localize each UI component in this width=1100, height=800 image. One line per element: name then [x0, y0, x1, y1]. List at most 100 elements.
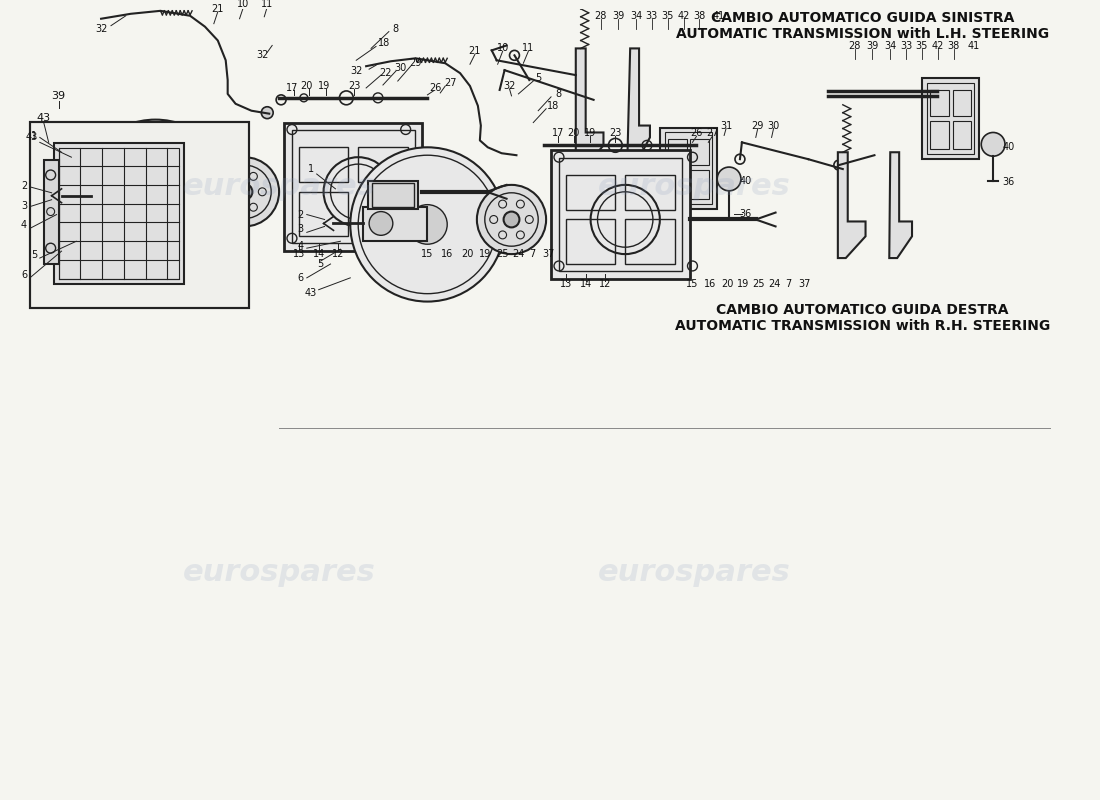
Polygon shape: [575, 49, 604, 169]
Bar: [30, 122, 250, 307]
Text: 23: 23: [609, 129, 622, 138]
Bar: [372, 183, 414, 206]
Bar: [660, 127, 717, 209]
Text: 21: 21: [211, 4, 224, 14]
Text: 43: 43: [305, 288, 317, 298]
Circle shape: [981, 133, 1005, 156]
Circle shape: [408, 205, 448, 244]
Text: 6: 6: [21, 270, 28, 280]
Text: 5: 5: [535, 73, 541, 83]
Text: 2: 2: [21, 181, 28, 191]
Bar: [668, 170, 686, 198]
Bar: [58, 270, 76, 278]
Text: 17: 17: [552, 129, 564, 138]
Text: 15: 15: [686, 278, 698, 289]
Text: 19: 19: [478, 249, 491, 259]
Text: 12: 12: [332, 249, 344, 259]
Text: 29: 29: [751, 121, 763, 130]
Text: 5: 5: [31, 250, 37, 260]
Bar: [284, 122, 422, 251]
Bar: [927, 83, 975, 154]
Text: 22: 22: [379, 68, 393, 78]
Text: 37: 37: [542, 249, 554, 259]
Text: 31: 31: [720, 121, 733, 130]
Text: 40: 40: [740, 176, 752, 186]
Text: eurospares: eurospares: [598, 172, 791, 202]
Text: 18: 18: [377, 38, 390, 49]
Bar: [668, 139, 686, 165]
Text: 30: 30: [768, 121, 780, 130]
Text: 34: 34: [630, 10, 642, 21]
Text: 20: 20: [300, 81, 313, 91]
Text: 16: 16: [704, 278, 716, 289]
Text: 15: 15: [421, 249, 433, 259]
Text: 19: 19: [583, 129, 596, 138]
Text: 20: 20: [461, 249, 473, 259]
Text: 1: 1: [31, 131, 37, 142]
Bar: [91, 179, 155, 214]
Polygon shape: [838, 152, 866, 258]
Text: 27: 27: [444, 78, 456, 88]
Text: 32: 32: [350, 66, 362, 76]
Text: 43: 43: [36, 113, 51, 122]
Circle shape: [210, 157, 279, 226]
Text: 28: 28: [594, 10, 607, 21]
Bar: [930, 90, 948, 116]
Text: 21: 21: [469, 46, 481, 56]
Text: 39: 39: [52, 91, 66, 101]
Text: 11: 11: [261, 0, 274, 9]
Text: 38: 38: [693, 10, 705, 21]
Text: 39: 39: [867, 42, 879, 51]
Text: 41: 41: [967, 42, 979, 51]
Bar: [691, 139, 710, 165]
Bar: [565, 219, 615, 264]
Text: 19: 19: [318, 81, 330, 91]
Bar: [691, 170, 710, 198]
Text: 12: 12: [600, 278, 612, 289]
Bar: [368, 181, 418, 209]
Text: 4: 4: [21, 221, 28, 230]
Bar: [953, 90, 971, 116]
Text: 42: 42: [678, 10, 690, 21]
Circle shape: [135, 177, 175, 217]
Text: 3: 3: [21, 201, 28, 210]
Text: 6: 6: [298, 273, 304, 283]
Text: 33: 33: [900, 42, 912, 51]
Bar: [664, 133, 713, 204]
Bar: [359, 147, 408, 182]
Text: 34: 34: [884, 42, 896, 51]
Text: 7: 7: [785, 278, 792, 289]
Circle shape: [717, 167, 741, 191]
Text: 32: 32: [256, 50, 268, 60]
Text: 11: 11: [522, 43, 535, 54]
Text: 35: 35: [915, 42, 928, 51]
Text: 14: 14: [312, 249, 324, 259]
Bar: [299, 147, 349, 182]
Text: 42: 42: [932, 42, 944, 51]
Text: 39: 39: [613, 10, 625, 21]
Circle shape: [477, 185, 546, 254]
Text: eurospares: eurospares: [598, 558, 791, 587]
Text: CAMBIO AUTOMATICO GUIDA DESTRA
AUTOMATIC TRANSMISSION with R.H. STEERING: CAMBIO AUTOMATICO GUIDA DESTRA AUTOMATIC…: [675, 302, 1050, 333]
Bar: [54, 143, 184, 284]
Polygon shape: [627, 49, 650, 165]
Text: 4: 4: [298, 241, 304, 251]
Bar: [58, 148, 179, 279]
Text: 26: 26: [690, 129, 703, 138]
Bar: [101, 154, 143, 177]
Text: 38: 38: [947, 42, 959, 51]
Text: 10: 10: [238, 0, 250, 9]
Text: 35: 35: [661, 10, 674, 21]
Text: 43: 43: [25, 133, 39, 142]
Circle shape: [97, 184, 121, 208]
Text: 27: 27: [706, 129, 718, 138]
Bar: [922, 78, 979, 159]
Text: 37: 37: [798, 278, 811, 289]
Bar: [551, 150, 690, 279]
Text: 30: 30: [395, 63, 407, 73]
Text: 32: 32: [504, 81, 516, 91]
Bar: [292, 130, 415, 243]
Text: 16: 16: [441, 249, 453, 259]
Text: 33: 33: [646, 10, 658, 21]
Bar: [559, 158, 682, 271]
